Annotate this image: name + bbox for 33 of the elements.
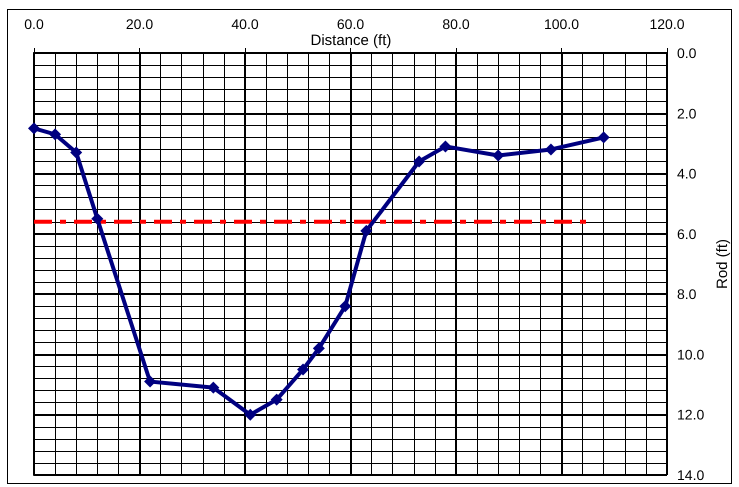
point [492, 149, 504, 162]
point [91, 212, 104, 225]
y-axis-title: Rod (ft) [714, 238, 732, 290]
point [144, 376, 156, 388]
y-tick-label: 4.0 [677, 166, 697, 182]
point [244, 408, 256, 421]
y-tick-label: 10.0 [677, 346, 704, 362]
x-tick-label: 100.0 [544, 16, 580, 32]
point [360, 224, 372, 237]
y-tick-label: 0.0 [677, 45, 697, 61]
point [49, 128, 62, 140]
y-tick-label: 6.0 [677, 226, 697, 242]
point [28, 122, 40, 134]
point [598, 131, 610, 144]
x-tick-label: 0.0 [24, 16, 44, 32]
y-tick-label: 8.0 [677, 286, 697, 302]
x-tick-label: 40.0 [231, 16, 259, 32]
point [312, 342, 325, 354]
x-tick-label: 120.0 [649, 16, 685, 32]
point [339, 300, 352, 312]
point [270, 394, 283, 406]
point [439, 140, 452, 152]
x-axis-title: Distance (ft) [310, 32, 392, 49]
point [297, 364, 310, 376]
y-tick-label: 12.0 [677, 406, 704, 423]
point [413, 156, 426, 168]
point [207, 382, 220, 394]
point [70, 146, 82, 158]
y-tick-label: 14.0 [677, 467, 704, 483]
x-tick-label: 20.0 [126, 16, 154, 32]
y-tick-label: 2.0 [677, 105, 697, 122]
x-tick-label: 60.0 [336, 16, 364, 32]
x-tick-label: 80.0 [442, 16, 470, 32]
